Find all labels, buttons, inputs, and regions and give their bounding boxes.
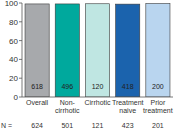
count-label: 200 — [152, 83, 164, 90]
bar — [85, 4, 109, 97]
y-tick-label: 80 — [9, 18, 18, 27]
category-label: Priortreatment — [143, 99, 173, 114]
n-value: 121 — [92, 122, 104, 129]
bar — [25, 4, 49, 97]
y-tick — [19, 78, 22, 79]
category-label: Treatmentnaive — [112, 99, 144, 114]
y-tick — [19, 59, 22, 60]
bar — [146, 3, 170, 97]
y-tick — [19, 3, 22, 4]
y-tick — [19, 21, 22, 22]
count-label: 618 — [31, 83, 43, 90]
chart: 0 20 40 60 80 100 618 Overall 624 496 Non-cirrhoti… — [0, 0, 175, 131]
bars — [25, 3, 170, 97]
count-label: 418 — [122, 83, 134, 90]
count-label: 496 — [61, 83, 73, 90]
category-label: Cirrhotic — [84, 99, 111, 106]
bar — [116, 4, 140, 97]
bar — [55, 4, 79, 97]
y-tick — [19, 97, 22, 98]
n-value: 423 — [122, 122, 134, 129]
category-label: Non-cirrhotic — [55, 99, 80, 114]
y-tick-label: 60 — [9, 37, 18, 46]
n-value: 624 — [31, 122, 43, 129]
y-axis — [22, 3, 23, 97]
n-value: 501 — [61, 122, 73, 129]
y-tick — [19, 40, 22, 41]
n-label: N = — [1, 122, 12, 129]
y-tick-label: 40 — [9, 55, 18, 64]
category-label: Overall — [26, 99, 49, 106]
y-tick-label: 0 — [14, 93, 19, 102]
count-label: 120 — [92, 83, 104, 90]
y-tick-label: 20 — [9, 74, 18, 83]
n-value: 201 — [152, 122, 164, 129]
y-tick-label: 100 — [5, 0, 19, 8]
x-axis — [22, 97, 173, 98]
